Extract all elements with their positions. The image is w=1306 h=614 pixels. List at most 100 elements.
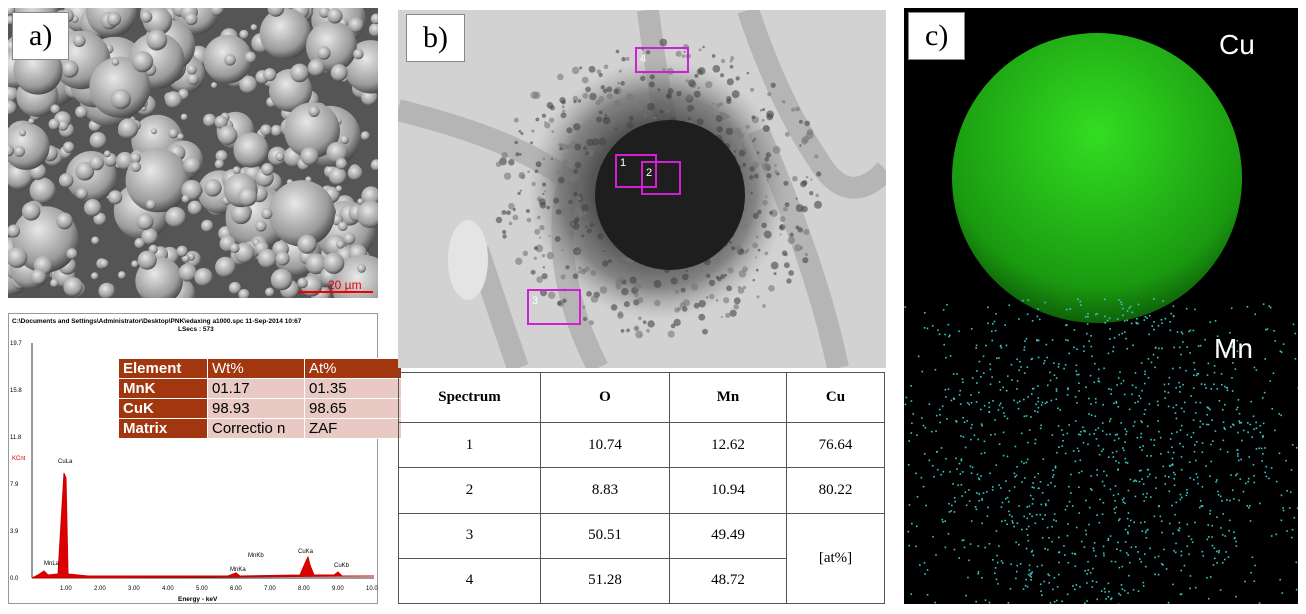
agglomerate: [542, 182, 547, 187]
mn-signal: [1037, 472, 1040, 475]
mn-signal: [1167, 383, 1170, 385]
mn-signal: [1207, 423, 1210, 426]
agglomerate: [577, 99, 582, 103]
mn-signal: [988, 542, 991, 545]
mn-signal: [1199, 344, 1202, 347]
mn-signal: [1234, 368, 1237, 370]
mn-signal: [1112, 456, 1115, 458]
agglomerate: [745, 124, 750, 129]
mn-signal: [1113, 337, 1116, 339]
agglomerate: [768, 284, 775, 292]
mn-signal: [1097, 380, 1100, 382]
agglomerate: [693, 302, 700, 309]
agglomerate: [582, 305, 586, 309]
particle: [356, 200, 378, 229]
mn-signal: [1150, 455, 1152, 457]
mn-signal: [935, 430, 937, 432]
mn-signal: [1230, 474, 1232, 476]
agglomerate: [643, 113, 647, 117]
mn-signal: [1179, 442, 1181, 445]
agglomerate: [783, 262, 790, 269]
particle: [348, 17, 364, 33]
agglomerate: [750, 192, 753, 195]
agglomerate: [751, 115, 756, 120]
mn-signal: [1023, 462, 1025, 465]
mn-signal: [1247, 422, 1249, 424]
mn-signal: [1220, 527, 1222, 529]
mn-signal: [1178, 527, 1181, 529]
mn-signal: [1039, 513, 1042, 516]
mn-signal: [1134, 495, 1137, 498]
mn-signal: [1115, 450, 1118, 453]
agglomerate: [726, 285, 733, 292]
agglomerate: [626, 93, 634, 101]
mn-signal: [987, 306, 989, 309]
particle: [263, 68, 277, 82]
agglomerate: [674, 289, 680, 294]
mn-signal: [1086, 582, 1088, 584]
mn-signal: [1041, 594, 1043, 597]
mn-signal: [1158, 347, 1160, 350]
mn-signal: [1250, 400, 1252, 403]
mn-signal: [1097, 444, 1100, 447]
mn-signal: [1020, 432, 1023, 435]
agglomerate: [575, 207, 583, 214]
mn-signal: [1071, 505, 1074, 507]
mn-signal: [1043, 362, 1045, 365]
mn-signal: [1096, 474, 1099, 476]
mn-signal: [1095, 401, 1097, 404]
agglomerate: [578, 193, 583, 198]
mn-signal: [1202, 555, 1204, 557]
mn-signal: [981, 424, 983, 427]
mn-signal: [1212, 440, 1214, 442]
mn-signal: [1015, 577, 1017, 580]
mn-signal: [977, 545, 980, 547]
agglomerate: [815, 193, 819, 198]
mn-signal: [988, 411, 990, 413]
mn-signal: [949, 355, 952, 357]
mn-signal: [968, 559, 970, 562]
mn-signal: [1002, 454, 1005, 457]
agglomerate: [766, 173, 772, 179]
mn-signal: [1080, 470, 1083, 473]
particle: [357, 264, 366, 273]
mn-signal: [1158, 430, 1160, 433]
mn-signal: [1215, 481, 1217, 483]
mn-signal: [1153, 328, 1155, 331]
mn-signal: [1148, 314, 1151, 317]
mn-signal: [1083, 546, 1086, 548]
mn-signal: [1107, 456, 1110, 459]
agglomerate: [623, 301, 630, 308]
mn-signal: [1216, 516, 1218, 519]
agglomerate: [705, 81, 713, 89]
agglomerate: [786, 278, 792, 284]
scale-bar: 20 µm: [328, 278, 362, 292]
mn-signal: [1233, 498, 1235, 500]
mn-signal: [1051, 339, 1054, 341]
peak-label: MnLa: [44, 561, 60, 567]
mn-signal: [1018, 318, 1020, 320]
agglomerate: [610, 304, 618, 311]
mn-signal: [993, 320, 996, 323]
agglomerate: [734, 233, 738, 237]
mn-signal: [1098, 453, 1101, 456]
mn-signal: [1102, 501, 1105, 504]
marker: 4: [640, 53, 646, 65]
mn-signal: [943, 343, 945, 346]
mn-signal: [1200, 383, 1203, 385]
agglomerate: [711, 54, 716, 58]
mn-signal: [970, 438, 972, 441]
agglomerate: [579, 66, 583, 70]
mn-signal: [1061, 600, 1063, 603]
mn-signal: [938, 333, 941, 336]
mn-signal: [1249, 520, 1252, 522]
particle: [136, 213, 154, 231]
mn-signal: [1109, 433, 1111, 436]
mn-signal: [1040, 503, 1043, 506]
particle: [203, 113, 217, 127]
mn-signal: [1157, 324, 1160, 327]
agglomerate: [565, 265, 570, 270]
mn-signal: [1062, 433, 1065, 436]
panel-label: c): [908, 12, 966, 60]
